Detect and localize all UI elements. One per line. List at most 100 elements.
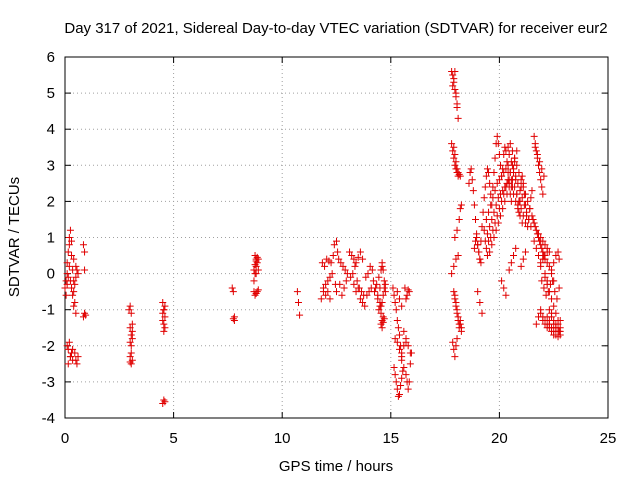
data-point (512, 197, 520, 205)
data-point (381, 280, 389, 288)
data-point (529, 215, 537, 223)
data-point (452, 158, 460, 166)
data-point (402, 371, 410, 379)
data-point (321, 262, 329, 270)
data-point (534, 234, 542, 241)
data-point (534, 252, 542, 260)
data-point (491, 154, 499, 162)
data-point (505, 150, 513, 158)
data-point (230, 317, 238, 325)
data-point (528, 187, 536, 195)
data-point (449, 338, 457, 346)
data-point (495, 176, 503, 184)
y-tick-label: 0 (47, 266, 55, 283)
data-point (536, 169, 544, 177)
data-point (503, 179, 511, 187)
data-point (454, 172, 462, 180)
data-point (73, 360, 81, 368)
data-point (324, 277, 332, 285)
data-point (340, 284, 348, 292)
y-tick-label: 6 (47, 49, 55, 66)
data-point (63, 259, 71, 267)
data-points (61, 67, 564, 408)
data-point (394, 324, 402, 332)
data-point (364, 270, 372, 278)
data-point (515, 208, 523, 216)
data-point (452, 255, 460, 263)
data-point (63, 342, 71, 350)
data-point (451, 234, 459, 241)
data-point (493, 179, 501, 187)
data-point (72, 309, 80, 317)
data-point (69, 345, 77, 353)
data-point (405, 378, 413, 386)
chart-title: Day 317 of 2021, Sidereal Day-to-day VTE… (64, 20, 607, 37)
data-point (333, 237, 340, 245)
data-point (392, 306, 400, 314)
data-point (455, 215, 463, 223)
data-point (450, 75, 458, 83)
data-point (507, 176, 515, 184)
data-point (452, 298, 460, 306)
data-point (252, 289, 260, 297)
data-point (543, 320, 551, 328)
data-point (501, 197, 509, 205)
data-point (483, 230, 491, 238)
data-point (550, 331, 558, 339)
x-tick-labels: 0 5 10 15 20 25 (61, 430, 617, 447)
data-point (490, 208, 498, 216)
data-point (480, 194, 488, 202)
data-point (378, 324, 386, 332)
data-point (228, 284, 236, 292)
data-point (502, 165, 510, 173)
data-point (515, 169, 523, 177)
data-point (521, 190, 529, 198)
data-point (519, 183, 527, 191)
data-point (506, 140, 514, 148)
x-tick-label: 5 (169, 430, 177, 447)
data-point (380, 315, 388, 323)
data-point (350, 255, 358, 263)
data-point (539, 313, 547, 321)
data-point (68, 252, 76, 260)
data-point (453, 169, 461, 177)
data-point (71, 298, 79, 306)
data-point (505, 183, 513, 191)
data-point (502, 147, 510, 155)
data-point (448, 140, 456, 148)
x-tick-label: 25 (600, 430, 617, 447)
data-point (455, 320, 463, 328)
x-axis-label: GPS time / hours (279, 458, 393, 475)
data-point (514, 179, 522, 187)
data-point (518, 194, 526, 202)
data-point (472, 237, 480, 245)
data-point (518, 219, 526, 227)
data-point (476, 255, 484, 263)
data-point (474, 241, 482, 249)
data-point (333, 288, 340, 296)
data-point (70, 255, 78, 263)
data-point (354, 284, 362, 292)
data-point (293, 288, 301, 296)
y-tick-label: -2 (42, 338, 55, 355)
y-tick-label: 2 (47, 193, 55, 210)
data-point (81, 266, 89, 274)
data-point (126, 338, 134, 346)
data-point (554, 248, 562, 256)
data-point (475, 248, 483, 256)
data-point (512, 172, 520, 180)
data-point (346, 248, 354, 256)
data-point (81, 248, 89, 256)
data-point (254, 286, 262, 294)
data-point (63, 270, 71, 278)
data-point (64, 248, 72, 256)
data-point (548, 313, 556, 321)
data-point (538, 277, 546, 285)
data-point (530, 132, 538, 140)
data-point (371, 288, 379, 296)
data-point (451, 67, 459, 75)
data-point (161, 302, 169, 310)
data-point (404, 342, 412, 350)
data-point (487, 190, 495, 198)
data-point (532, 226, 540, 234)
